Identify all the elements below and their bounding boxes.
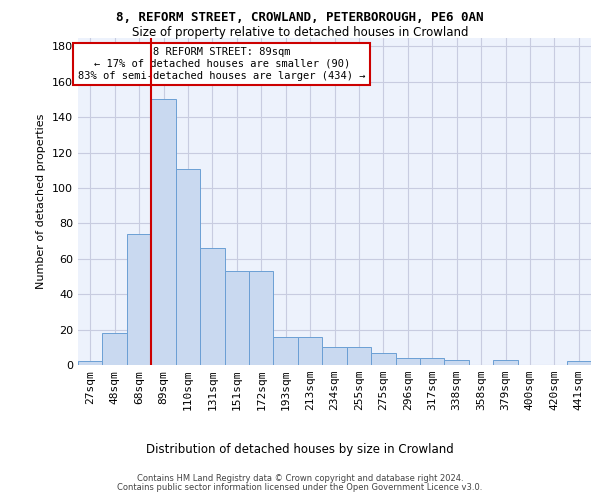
- Bar: [151, 100, 176, 365]
- Bar: [420, 358, 445, 365]
- Text: Distribution of detached houses by size in Crowland: Distribution of detached houses by size …: [146, 442, 454, 456]
- Text: Size of property relative to detached houses in Crowland: Size of property relative to detached ho…: [132, 26, 468, 39]
- Bar: [566, 362, 591, 365]
- Bar: [78, 362, 103, 365]
- Bar: [224, 271, 249, 365]
- Text: 8, REFORM STREET, CROWLAND, PETERBOROUGH, PE6 0AN: 8, REFORM STREET, CROWLAND, PETERBOROUGH…: [116, 11, 484, 24]
- Text: 8 REFORM STREET: 89sqm
← 17% of detached houses are smaller (90)
83% of semi-det: 8 REFORM STREET: 89sqm ← 17% of detached…: [78, 48, 365, 80]
- Bar: [298, 336, 322, 365]
- Text: Contains public sector information licensed under the Open Government Licence v3: Contains public sector information licen…: [118, 483, 482, 492]
- Bar: [127, 234, 151, 365]
- Bar: [200, 248, 224, 365]
- Bar: [371, 352, 395, 365]
- Bar: [103, 333, 127, 365]
- Bar: [493, 360, 518, 365]
- Bar: [176, 168, 200, 365]
- Bar: [347, 348, 371, 365]
- Bar: [445, 360, 469, 365]
- Y-axis label: Number of detached properties: Number of detached properties: [37, 114, 46, 289]
- Bar: [274, 336, 298, 365]
- Text: Contains HM Land Registry data © Crown copyright and database right 2024.: Contains HM Land Registry data © Crown c…: [137, 474, 463, 483]
- Bar: [249, 271, 274, 365]
- Bar: [322, 348, 347, 365]
- Bar: [395, 358, 420, 365]
